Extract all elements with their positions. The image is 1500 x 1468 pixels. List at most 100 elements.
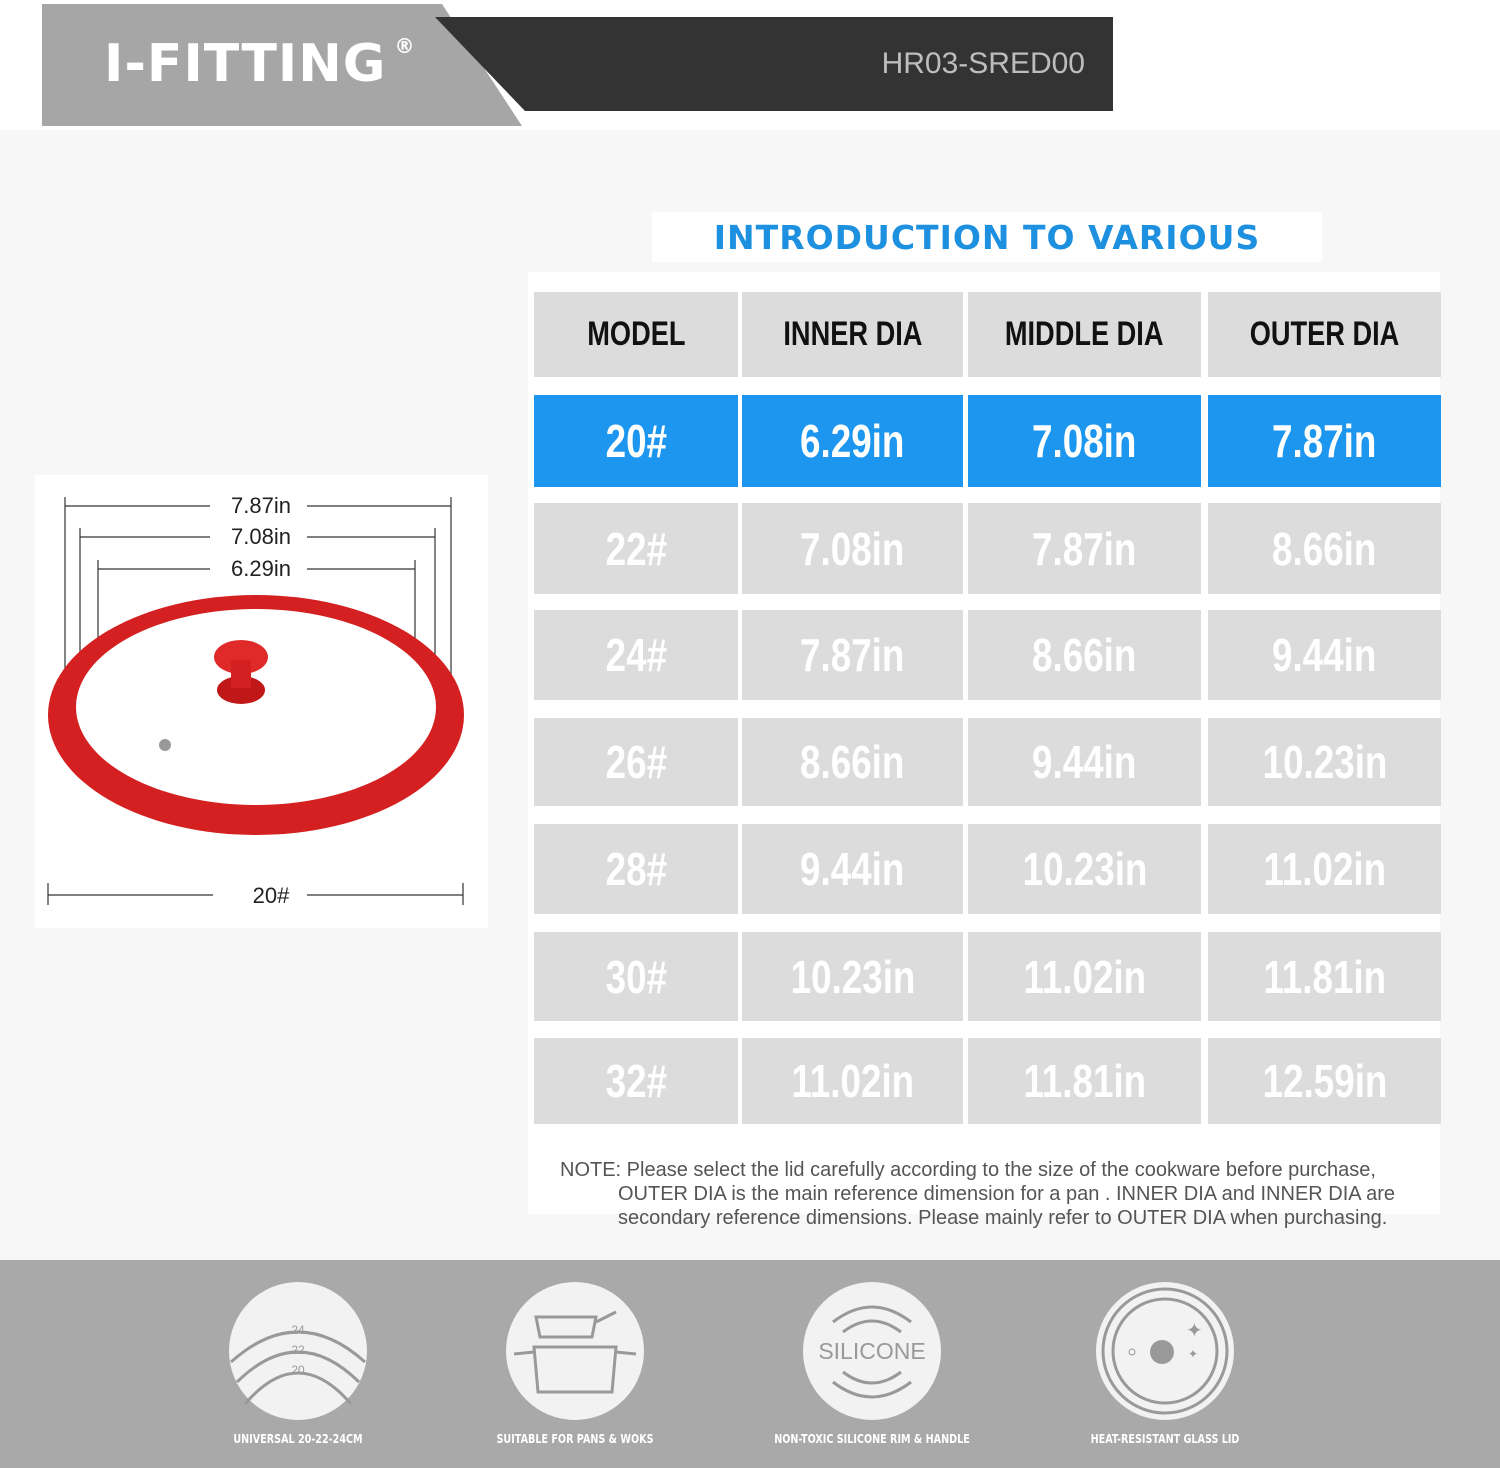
cell-text: 30# xyxy=(605,950,667,1003)
size-label: 24 xyxy=(291,1323,305,1337)
cell-middle-dia: 8.66in xyxy=(968,610,1201,700)
size-label: 22 xyxy=(291,1343,305,1357)
cell-text: 8.66in xyxy=(1032,629,1137,681)
cell-middle-dia: 7.08in xyxy=(968,395,1201,487)
cell-text: 7.08in xyxy=(1032,415,1137,467)
cell-inner-dia: 8.66in xyxy=(742,718,963,806)
cell-model: 22# xyxy=(534,503,738,594)
cell-text: OUTER DIA xyxy=(1249,315,1400,353)
column-header-outer-dia: OUTER DIA xyxy=(1208,292,1441,377)
cell-text: 11.81in xyxy=(1023,1055,1146,1107)
cell-text: 7.87in xyxy=(1032,522,1137,575)
column-header-middle-dia: MIDDLE DIA xyxy=(968,292,1201,377)
model-label: 20# xyxy=(253,883,290,908)
silicone-text: SILICONE xyxy=(818,1338,925,1364)
size-arcs-icon: 24 22 20 xyxy=(229,1282,367,1420)
cell-text: 32# xyxy=(605,1055,667,1107)
cell-text: 7.08in xyxy=(800,522,905,575)
feature-glass: ✦ ✦ HEAT-RESISTANT GLASS LID xyxy=(1035,1282,1295,1446)
cell-text: 7.87in xyxy=(1272,415,1377,467)
cell-middle-dia: 11.02in xyxy=(968,932,1201,1021)
note-line: NOTE: Please select the lid carefully ac… xyxy=(560,1159,1376,1181)
cell-outer-dia: 7.87in xyxy=(1208,395,1441,487)
feature-silicone: SILICONE NON-TOXIC SILICONE RIM & HANDLE xyxy=(742,1282,1002,1446)
section-title: INTRODUCTION TO VARIOUS MODELS xyxy=(652,212,1322,309)
header-bar: I-FITTING ® HR03-SRED00 xyxy=(0,0,1500,130)
cell-inner-dia: 9.44in xyxy=(742,824,963,914)
knob-base xyxy=(217,676,265,704)
cell-text: 9.44in xyxy=(1272,629,1377,681)
cell-text: 22# xyxy=(605,522,667,575)
glass-panel xyxy=(76,609,436,805)
feature-label: SUITABLE FOR PANS & WOKS xyxy=(496,1432,654,1446)
cell-inner-dia: 7.87in xyxy=(742,610,963,700)
feature-pans: SUITABLE FOR PANS & WOKS xyxy=(445,1282,705,1446)
size-label: 20 xyxy=(291,1363,305,1377)
cell-text: 9.44in xyxy=(1032,736,1137,788)
purchase-note: NOTE: Please select the lid carefully ac… xyxy=(560,1158,1430,1230)
cell-model: 32# xyxy=(534,1038,738,1124)
cell-model: 24# xyxy=(534,610,738,700)
cell-text: 20# xyxy=(605,415,667,467)
cell-model: 28# xyxy=(534,824,738,914)
feature-label: HEAT-RESISTANT GLASS LID xyxy=(1090,1432,1240,1446)
cell-text: 26# xyxy=(605,736,667,788)
cell-text: 24# xyxy=(605,629,667,681)
feature-label: UNIVERSAL 20-22-24CM xyxy=(233,1432,363,1446)
outer-dia-label: 7.87in xyxy=(231,493,291,518)
feature-strip: 24 22 20 UNIVERSAL 20-22-24CM SUITABLE FOR… xyxy=(0,1260,1500,1468)
cell-text: 28# xyxy=(605,843,667,895)
cell-text: 9.44in xyxy=(800,843,905,895)
lid-diagram: 7.87in 7.08in 6.29in 20# xyxy=(47,493,464,908)
knob-icon xyxy=(214,640,268,674)
pan-pot-icon xyxy=(506,1282,644,1420)
cell-text: 11.02in xyxy=(791,1055,914,1107)
cell-text: 10.23in xyxy=(1022,843,1147,895)
model-banner: HR03-SRED00 xyxy=(435,17,1113,111)
svg-text:✦: ✦ xyxy=(1186,1320,1203,1342)
cell-inner-dia: 10.23in xyxy=(742,932,963,1021)
inner-dia-label: 6.29in xyxy=(231,556,291,581)
cell-outer-dia: 10.23in xyxy=(1208,718,1441,806)
middle-dia-label: 7.08in xyxy=(231,524,291,549)
cell-middle-dia: 10.23in xyxy=(968,824,1201,914)
cell-middle-dia: 7.87in xyxy=(968,503,1201,594)
glass-lid-icon: ✦ ✦ xyxy=(1096,1282,1234,1420)
cell-model: 30# xyxy=(534,932,738,1021)
feature-universal: 24 22 20 UNIVERSAL 20-22-24CM xyxy=(168,1282,428,1446)
cell-text: MIDDLE DIA xyxy=(1005,315,1164,353)
logo-background xyxy=(42,4,522,126)
cell-outer-dia: 12.59in xyxy=(1208,1038,1441,1124)
cell-outer-dia: 11.02in xyxy=(1208,824,1441,914)
cell-text: MODEL xyxy=(586,315,686,353)
cell-text: 8.66in xyxy=(1272,522,1377,575)
cell-middle-dia: 11.81in xyxy=(968,1038,1201,1124)
cell-model: 26# xyxy=(534,718,738,806)
cell-model: 20# xyxy=(534,395,738,487)
cell-text: 7.87in xyxy=(800,629,905,681)
column-header-model: MODEL xyxy=(534,292,738,377)
cell-text: 11.81in xyxy=(1263,950,1386,1003)
note-line: OUTER DIA is the main reference dimensio… xyxy=(618,1183,1395,1205)
cell-text: 12.59in xyxy=(1262,1055,1387,1107)
silicone-icon: SILICONE xyxy=(803,1282,941,1420)
brand-name: I-FITTING xyxy=(104,34,387,94)
svg-text:✦: ✦ xyxy=(1188,1347,1198,1361)
cell-text: INNER DIA xyxy=(782,315,923,353)
brand-logo: I-FITTING ® xyxy=(104,34,415,94)
cell-middle-dia: 9.44in xyxy=(968,718,1201,806)
cell-text: 6.29in xyxy=(800,415,905,467)
cell-text: 10.23in xyxy=(790,950,915,1003)
lid-illustration: 7.87in 7.08in 6.29in 20# xyxy=(35,475,488,928)
cell-inner-dia: 6.29in xyxy=(742,395,963,487)
column-header-inner-dia: INNER DIA xyxy=(742,292,963,377)
cell-inner-dia: 11.02in xyxy=(742,1038,963,1124)
cell-outer-dia: 8.66in xyxy=(1208,503,1441,594)
registered-mark: ® xyxy=(394,34,416,58)
model-code: HR03-SRED00 xyxy=(881,47,1085,80)
cell-text: 8.66in xyxy=(800,736,905,788)
cell-text: 11.02in xyxy=(1023,950,1146,1003)
cell-inner-dia: 7.08in xyxy=(742,503,963,594)
cell-text: 11.02in xyxy=(1263,843,1386,895)
cell-outer-dia: 11.81in xyxy=(1208,932,1441,1021)
